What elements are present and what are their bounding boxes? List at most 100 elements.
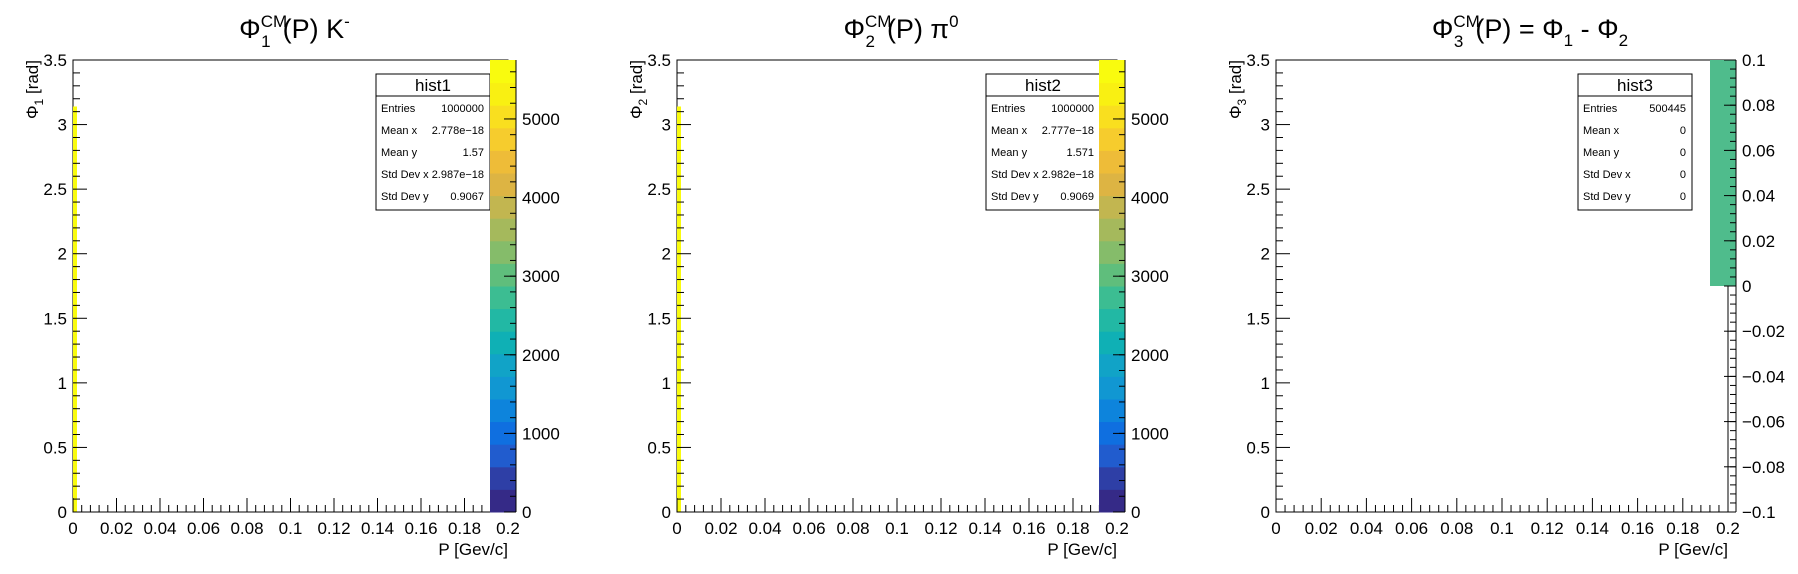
x-tick-label: 0.1 bbox=[885, 519, 909, 538]
z-tick-label: 5000 bbox=[1131, 110, 1169, 129]
x-tick-label: 0.16 bbox=[1012, 519, 1045, 538]
y-tick-label: 1.5 bbox=[647, 309, 671, 328]
z-tick-label: −0.04 bbox=[1742, 367, 1785, 386]
color-bar-segment bbox=[1099, 105, 1125, 129]
z-tick-label: 4000 bbox=[522, 189, 560, 208]
color-bar-segment bbox=[1099, 263, 1125, 287]
x-tick-label: 0.16 bbox=[404, 519, 437, 538]
z-tick-label: −0.08 bbox=[1742, 458, 1785, 477]
stats-label: Std Dev x bbox=[991, 169, 1039, 181]
y-axis-label: Φ1 [rad] bbox=[23, 60, 46, 119]
z-tick-label: 2000 bbox=[1131, 346, 1169, 365]
y-tick-label: 2.5 bbox=[1246, 180, 1270, 199]
color-bar-segment bbox=[490, 331, 516, 355]
stats-label: Std Dev y bbox=[991, 191, 1039, 203]
color-bar-segment bbox=[490, 308, 516, 332]
x-tick-label: 0.06 bbox=[792, 519, 825, 538]
color-bar-segment bbox=[1099, 82, 1125, 106]
x-axis-label: P [Gev/c] bbox=[1047, 540, 1117, 559]
color-bar-segment bbox=[490, 240, 516, 264]
x-tick-label: 0.14 bbox=[968, 519, 1001, 538]
color-bar-segment bbox=[1099, 399, 1125, 423]
x-tick-label: 0.04 bbox=[143, 519, 176, 538]
x-tick-label: 0.08 bbox=[836, 519, 869, 538]
color-bar-segment bbox=[1099, 195, 1125, 219]
stats-value: 1.57 bbox=[463, 147, 484, 159]
color-bar-segment bbox=[1099, 331, 1125, 355]
color-bar-segment bbox=[1099, 489, 1125, 513]
color-bar-segment bbox=[1710, 60, 1736, 286]
y-tick-label: 2.5 bbox=[647, 180, 671, 199]
x-tick-label: 0.14 bbox=[361, 519, 394, 538]
color-bar-segment bbox=[490, 195, 516, 219]
color-bar-segment bbox=[1099, 353, 1125, 377]
color-bar-segment bbox=[1099, 308, 1125, 332]
color-bar-segment bbox=[1099, 240, 1125, 264]
z-tick-label: 0 bbox=[1131, 503, 1140, 522]
x-tick-label: 0.2 bbox=[1105, 519, 1129, 538]
y-tick-label: 0.5 bbox=[1246, 438, 1270, 457]
x-tick-label: 0.2 bbox=[1716, 519, 1740, 538]
stats-box-title: hist2 bbox=[1025, 76, 1061, 95]
y-tick-label: 1 bbox=[662, 374, 671, 393]
stats-value: 1000000 bbox=[1051, 103, 1094, 115]
color-bar-segment bbox=[490, 399, 516, 423]
color-bar-segment bbox=[1099, 421, 1125, 445]
x-tick-label: 0.06 bbox=[1395, 519, 1428, 538]
x-tick-label: 0.2 bbox=[496, 519, 520, 538]
color-bar-segment bbox=[490, 173, 516, 197]
z-tick-label: −0.02 bbox=[1742, 322, 1785, 341]
z-tick-label: −0.1 bbox=[1742, 503, 1776, 522]
z-tick-label: 1000 bbox=[522, 424, 560, 443]
stats-label: Mean y bbox=[991, 147, 1028, 159]
x-tick-label: 0.18 bbox=[448, 519, 481, 538]
color-bar-segment bbox=[1099, 286, 1125, 310]
y-tick-label: 0 bbox=[1261, 503, 1270, 522]
stats-box: hist2 Entries 1000000 Mean x 2.777e−18 Mean y… bbox=[985, 73, 1101, 211]
y-tick-label: 0 bbox=[662, 503, 671, 522]
stats-box-title: hist3 bbox=[1617, 76, 1653, 95]
stats-label: Mean x bbox=[381, 125, 418, 137]
color-bar-segment bbox=[490, 218, 516, 242]
stats-value: 0 bbox=[1680, 125, 1686, 137]
chart-title: ΦCM 1 (P) K- bbox=[239, 12, 350, 51]
color-bar-segment bbox=[490, 263, 516, 287]
color-bar-segment bbox=[1099, 444, 1125, 468]
y-tick-label: 1 bbox=[58, 374, 67, 393]
x-tick-label: 0.1 bbox=[1490, 519, 1514, 538]
stats-label: Std Dev y bbox=[1583, 191, 1631, 203]
stats-value: 0.9067 bbox=[450, 191, 484, 203]
stats-label: Mean x bbox=[991, 125, 1028, 137]
z-tick-label: 0 bbox=[522, 503, 531, 522]
chart-panel-hist1: 0 0.02 0.04 0.06 0.08 0.1 0.12 0.14 0.16 0.18 0.20… bbox=[23, 12, 560, 559]
y-axis-label: Φ3 [rad] bbox=[1226, 60, 1249, 119]
x-tick-label: 0.14 bbox=[1576, 519, 1609, 538]
color-bar-segment bbox=[490, 150, 516, 174]
stats-label: Mean x bbox=[1583, 125, 1620, 137]
stats-box: hist1 Entries 1000000 Mean x 2.778e−18 Mean y… bbox=[375, 73, 491, 211]
color-bar-segment bbox=[490, 105, 516, 129]
color-bar-segment bbox=[490, 353, 516, 377]
z-tick-label: 0.04 bbox=[1742, 187, 1775, 206]
stats-value: 2.778e−18 bbox=[432, 125, 484, 137]
y-tick-label: 3.5 bbox=[1246, 51, 1270, 70]
z-tick-label: −0.06 bbox=[1742, 413, 1785, 432]
z-tick-label: 1000 bbox=[1131, 424, 1169, 443]
color-bar-segment bbox=[490, 376, 516, 400]
color-bar-segment bbox=[1099, 218, 1125, 242]
stats-box-title: hist1 bbox=[415, 76, 451, 95]
x-tick-label: 0.08 bbox=[230, 519, 263, 538]
stats-label: Mean y bbox=[381, 147, 418, 159]
x-tick-label: 0 bbox=[1271, 519, 1280, 538]
x-tick-label: 0.18 bbox=[1056, 519, 1089, 538]
y-tick-label: 0.5 bbox=[43, 438, 67, 457]
x-tick-label: 0.18 bbox=[1666, 519, 1699, 538]
x-tick-label: 0 bbox=[68, 519, 77, 538]
stats-label: Entries bbox=[991, 103, 1026, 115]
color-bar-segment bbox=[490, 421, 516, 445]
y-tick-label: 0 bbox=[58, 503, 67, 522]
stats-value: 500445 bbox=[1649, 103, 1686, 115]
z-tick-label: 5000 bbox=[522, 110, 560, 129]
x-tick-label: 0.16 bbox=[1621, 519, 1654, 538]
